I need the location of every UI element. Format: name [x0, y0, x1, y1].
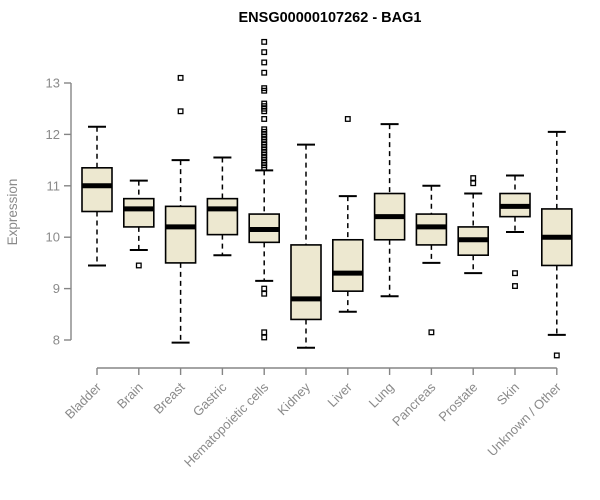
x-tick-label: Pancreas: [389, 379, 439, 429]
outlier-point: [261, 334, 268, 341]
outlier-point: [470, 180, 477, 187]
y-tick-label: 9: [53, 281, 60, 296]
x-tick-label: Brain: [114, 380, 146, 412]
outlier-point: [428, 329, 435, 336]
outlier-point: [261, 38, 268, 45]
x-tick-label: Kidney: [274, 379, 313, 418]
y-axis-label: Expression: [5, 179, 20, 246]
outlier-point: [261, 290, 268, 297]
x-tick-label: Gastric: [190, 379, 230, 419]
outlier-point: [553, 352, 560, 359]
outlier-point: [261, 69, 268, 76]
outlier-point: [261, 116, 268, 122]
outlier-point: [261, 285, 268, 292]
box: [331, 238, 364, 292]
outlier-point: [261, 59, 268, 66]
x-tick-label: Liver: [324, 379, 355, 410]
outlier-point: [261, 126, 268, 133]
y-tick-label: 13: [46, 76, 60, 91]
y-tick-label: 12: [46, 127, 60, 142]
x-tick-label: Breast: [151, 379, 188, 416]
x-tick-label: Skin: [494, 380, 522, 408]
outlier-point: [261, 49, 268, 56]
y-tick-label: 10: [46, 230, 60, 245]
box: [81, 167, 113, 213]
outlier-point: [135, 262, 142, 269]
box: [415, 213, 448, 246]
x-tick-label: Prostate: [435, 380, 480, 425]
box: [206, 197, 239, 236]
outlier-point: [177, 74, 184, 81]
chart-title: ENSG00000107262 - BAG1: [239, 10, 422, 26]
x-tick-label: Lung: [366, 380, 397, 411]
outlier-point: [512, 283, 518, 289]
x-tick-label: Bladder: [62, 379, 105, 422]
outlier-point: [512, 270, 518, 277]
y-tick-label: 11: [47, 178, 61, 193]
outlier-point: [177, 108, 184, 115]
outlier-point: [261, 85, 268, 92]
outlier-point: [470, 175, 477, 182]
box: [123, 197, 155, 228]
box: [290, 244, 322, 321]
y-tick-label: 8: [53, 333, 60, 348]
outlier-point: [261, 329, 268, 336]
outlier-point: [344, 116, 351, 122]
x-tick-label: Unknown / Other: [484, 379, 564, 459]
outlier-point: [261, 100, 268, 107]
box: [164, 205, 197, 264]
